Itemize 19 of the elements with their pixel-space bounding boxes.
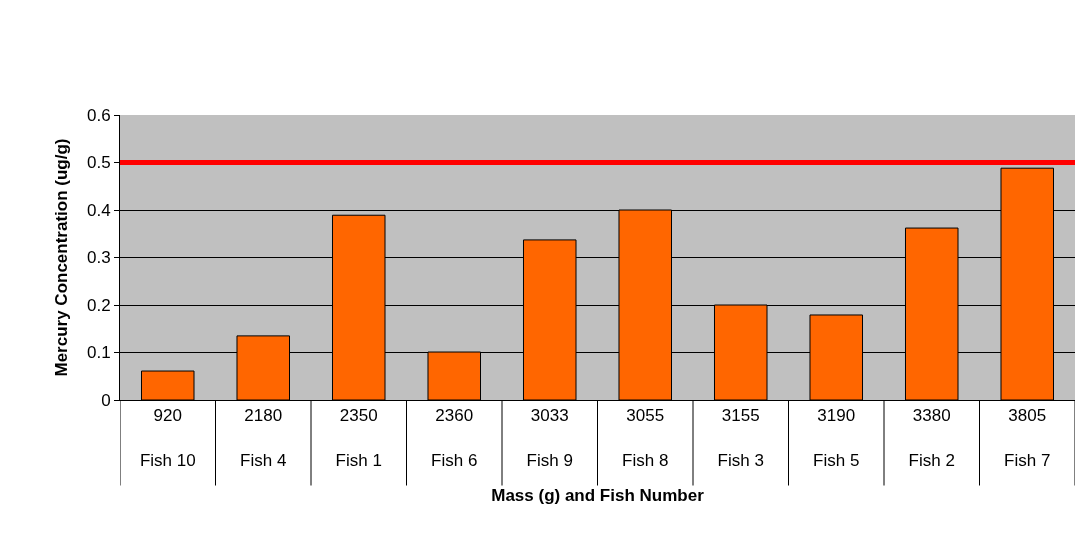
x-axis-title: Mass (g) and Fish Number [491, 486, 705, 505]
y-tick-label: 0 [101, 390, 111, 410]
y-tick-label: 0.3 [86, 248, 111, 268]
category-label: 3190 Fish 5 [813, 406, 860, 470]
y-tick-label: 0.1 [86, 343, 111, 363]
y-tick-label: 0.6 [86, 105, 111, 125]
category-label: 3155 Fish 3 [717, 406, 764, 470]
y-tick-label: 0.2 [86, 295, 111, 315]
y-tick-label: 0.4 [86, 200, 111, 220]
category-label: 3033 Fish 9 [526, 406, 573, 470]
category-label: 3380 Fish 2 [908, 406, 955, 470]
category-label: 2180 Fish 4 [240, 406, 287, 470]
category-label: 3055 Fish 8 [622, 406, 669, 470]
y-axis-title: Mercury Concentration (ug/g) [51, 138, 71, 377]
category-label: 2350 Fish 1 [335, 406, 382, 470]
category-label: 920 Fish 10 [139, 406, 196, 470]
y-tick-label: 0.5 [86, 153, 111, 173]
category-label: 2360 Fish 6 [431, 406, 478, 470]
category-label: 3805 Fish 7 [1004, 406, 1051, 470]
